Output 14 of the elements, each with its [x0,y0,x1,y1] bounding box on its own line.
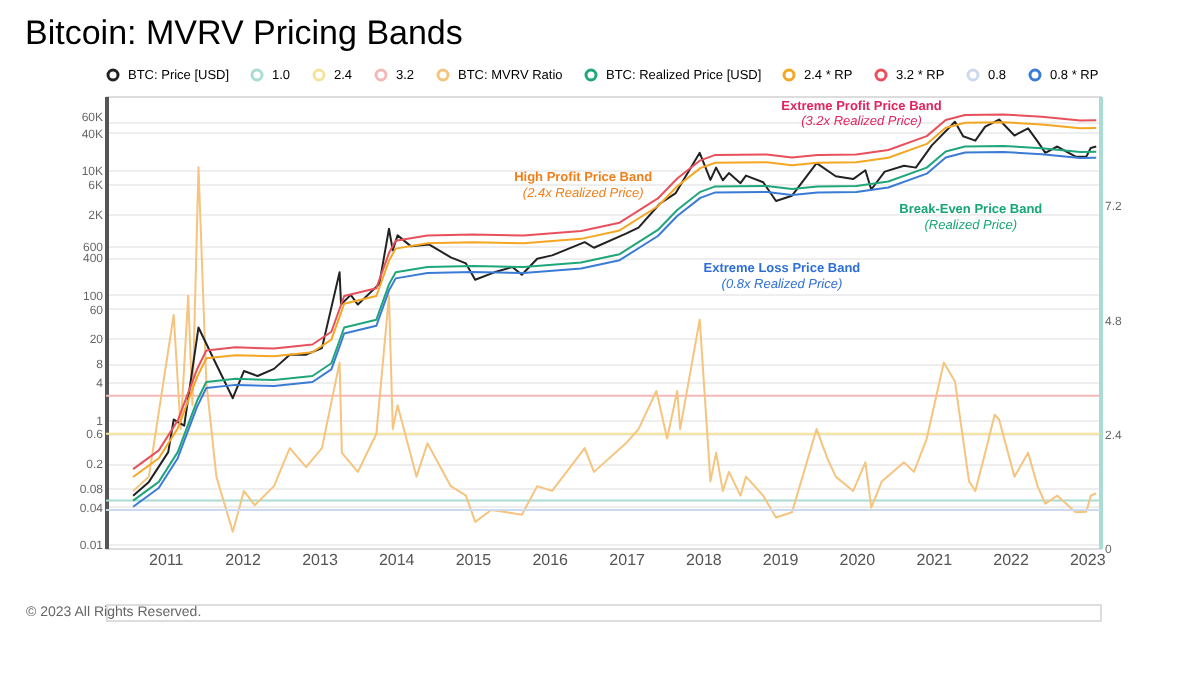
x-tick-label: 2023 [1069,551,1107,569]
x-tick-label: 2018 [686,551,723,569]
x-tick-label: 2021 [916,551,954,569]
chart-title: Bitcoin: MVRV Pricing Bands [25,14,463,52]
x-tick-label: 2011 [149,551,185,569]
x-tick-label: 2014 [378,551,416,569]
x-tick-label: 2022 [993,551,1030,569]
x-tick-label: 2016 [532,551,570,569]
x-tick-label: 2017 [609,551,647,569]
x-tick-label: 2012 [225,551,262,569]
x-tick-label: 2013 [302,551,339,569]
x-tick-label: 2019 [762,551,800,569]
x-tick-label: 2015 [455,551,493,569]
x-tick-label: 2020 [839,551,877,569]
